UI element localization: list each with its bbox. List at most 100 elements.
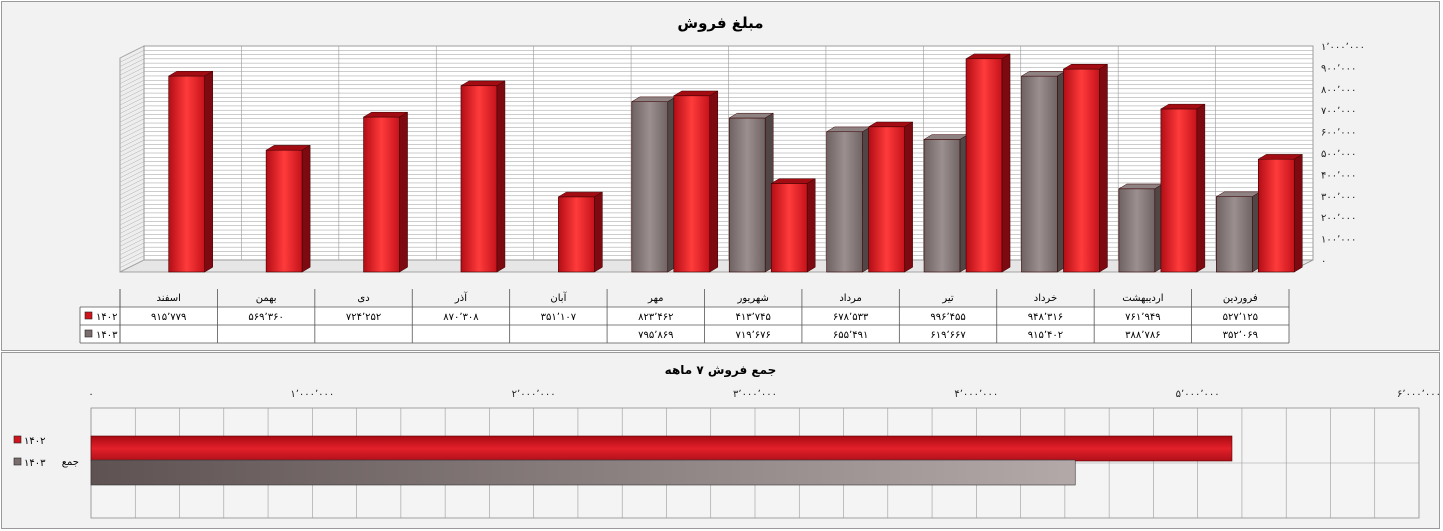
data-table: ۱۴۰۲ ۱۴۰۳ فروردین ۵۲۷٬۱۲۵ ۳۵۲٬۰۶۹ اردیبهشت ۷۶۱… (79, 289, 1290, 344)
bar-1402 (168, 75, 206, 273)
gridline-side (119, 204, 145, 217)
category-label: اردیبهشت (1122, 293, 1163, 304)
bar-1403 (1021, 75, 1058, 273)
bar-1402 (558, 196, 595, 273)
gridline-side (119, 195, 145, 209)
data-label: ۵۶۹٬۳۶۰ (248, 312, 283, 323)
chart-title-total: جمع فروش ۷ ماهه (664, 363, 777, 377)
category-label: مرداد (839, 293, 862, 304)
monthly-sales-panel: مبلغ فروش ۰ ۱۰۰٬۰۰۰ ۲۰۰٬۰۰۰ ۳۰۰٬۰۰۰ ۴۰۰٬۰۰۰ ۵… (1, 1, 1440, 351)
gridline-side (119, 229, 145, 243)
data-label: ۹۱۵٬۴۰۲ (1028, 330, 1063, 341)
bar-series-group (167, 53, 1304, 273)
category-label: اسفند (156, 293, 180, 304)
bar-1402 (363, 116, 400, 273)
gridline-side (119, 88, 145, 102)
gridline-side (119, 152, 145, 166)
bar-1402 (265, 149, 303, 273)
legend-label: ۱۴۰۲ (24, 436, 45, 447)
gridline-side (119, 135, 145, 149)
bar-1403 (923, 139, 961, 273)
data-label: ۳۵۱٬۱۰۷ (541, 312, 577, 323)
gridline-side (119, 105, 145, 119)
y-tick-label: ۴۰۰٬۰۰۰ (1321, 170, 1356, 181)
legend-swatch (13, 457, 22, 466)
gridline-side (119, 131, 145, 144)
gridline-side (119, 165, 145, 179)
bar-1402-side (399, 111, 408, 273)
gridline-side (119, 157, 145, 170)
y-tick-label: ۸۰۰٬۰۰۰ (1321, 85, 1356, 96)
gridline-side (119, 118, 145, 131)
data-label: ۷۹۵٬۸۶۹ (638, 330, 673, 341)
bar-1402-side (204, 70, 213, 273)
legend-label: ۱۴۰۳ (96, 330, 118, 341)
bar-1403 (826, 131, 863, 273)
bar-1402 (965, 58, 1003, 273)
gridline-side (119, 259, 145, 273)
chart-title: مبلغ فروش (677, 14, 764, 32)
legend-swatch (84, 311, 93, 320)
bar-1402 (770, 183, 808, 273)
bar-1402 (673, 95, 711, 273)
gridline-side (119, 84, 145, 97)
y-tick-label: ۹۰۰٬۰۰۰ (1321, 63, 1356, 74)
total-bars (90, 435, 1233, 486)
data-label: ۶۱۹٬۶۶۷ (930, 330, 966, 341)
data-label: ۴۱۳٬۷۴۵ (736, 312, 771, 323)
gridline-side (119, 238, 145, 251)
gridline-side (119, 71, 145, 84)
monthly-sales-chart: ۰ ۱۰۰٬۰۰۰ ۲۰۰٬۰۰۰ ۳۰۰٬۰۰۰ ۴۰۰٬۰۰۰ ۵۰۰٬۰۰۰ ۶۰۰٬… (79, 42, 1365, 344)
gridline-side (119, 101, 145, 114)
category-label: بهمن (256, 293, 277, 304)
legend: جمع ۱۴۰۲ ۱۴۰۳ (13, 435, 79, 469)
bar-1402-side (594, 191, 603, 273)
category-label: دی (357, 293, 369, 304)
gridline-side (119, 122, 145, 136)
gridline-side (119, 208, 145, 221)
y-tick-label: ۳۰۰٬۰۰۰ (1321, 192, 1356, 203)
bar-1403-total (90, 459, 1076, 486)
gridline-side (119, 114, 145, 127)
data-label: ۷۲۴٬۲۵۲ (346, 312, 381, 323)
bar-1402-side (904, 121, 913, 273)
category-label: تیر (941, 293, 954, 304)
gridline-side (119, 161, 145, 174)
bar-1402-side (1294, 153, 1303, 273)
gridline-side (119, 144, 145, 157)
gridline-side (119, 109, 145, 123)
x-axis-ticks: ۰ ۱٬۰۰۰٬۰۰۰ ۲٬۰۰۰٬۰۰۰ ۳٬۰۰۰٬۰۰۰ ۴٬۰۰۰٬۰۰۰ ۵٬۰… (88, 389, 1439, 400)
category-label: شهریور (737, 293, 769, 304)
bar-1403 (728, 117, 766, 273)
x-tick-label: ۶٬۰۰۰٬۰۰۰ (1397, 389, 1439, 400)
bar-1402-side (1196, 103, 1206, 273)
bar-1402 (1160, 108, 1198, 273)
bar-1402 (1257, 158, 1295, 273)
bar-1402-side (496, 80, 506, 273)
gridline-side (119, 242, 145, 256)
gridline-side (119, 75, 145, 89)
y-tick-label: ۱۰۰٬۰۰۰ (1321, 235, 1356, 246)
gridline-side (119, 54, 145, 67)
bar-1403 (631, 101, 669, 273)
seven-month-total-panel: جمع فروش ۷ ماهه ۰ ۱٬۰۰۰٬۰۰۰ ۲٬۰۰۰٬۰۰۰ ۳٬۰۰۰… (1, 352, 1440, 529)
y-axis-ticks: ۰ ۱۰۰٬۰۰۰ ۲۰۰٬۰۰۰ ۳۰۰٬۰۰۰ ۴۰۰٬۰۰۰ ۵۰۰٬۰۰۰ ۶۰۰٬… (1321, 42, 1365, 267)
legend-swatch (84, 329, 93, 338)
gridline-side (119, 45, 145, 59)
category-label: جمع (62, 457, 79, 468)
data-label: ۶۷۸٬۵۳۳ (833, 312, 869, 323)
gridline-side (119, 178, 145, 191)
data-label: ۷۱۹٬۶۷۶ (736, 330, 771, 341)
gridline-side (119, 62, 145, 76)
x-tick-label: ۲٬۰۰۰٬۰۰۰ (512, 389, 556, 400)
gridline-side (119, 169, 145, 183)
data-label: ۳۵۲٬۰۶۹ (1223, 330, 1258, 341)
y-tick-label: ۲۰۰٬۰۰۰ (1321, 213, 1356, 224)
legend-label: ۱۴۰۳ (24, 458, 46, 469)
bar-1402-total (90, 435, 1233, 462)
gridline-side (119, 225, 145, 238)
bar-1403 (1215, 196, 1253, 273)
gridline-side (119, 50, 145, 63)
gridline-side (119, 221, 145, 234)
x-tick-label: ۵٬۰۰۰٬۰۰۰ (1176, 389, 1220, 400)
